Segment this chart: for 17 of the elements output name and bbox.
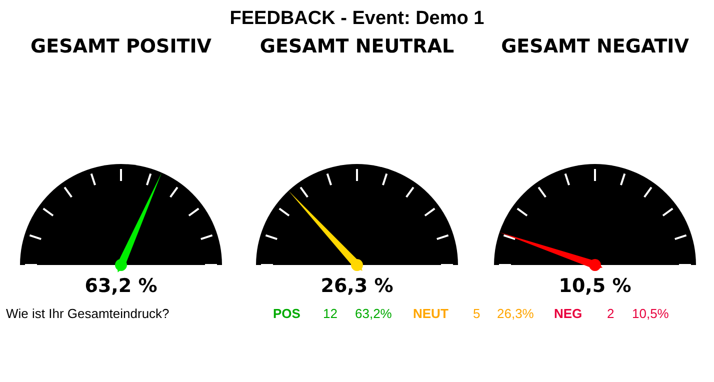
text: GESAMT NEGATIV xyxy=(501,36,690,58)
data-label: 63,2 % xyxy=(84,275,158,297)
text: 63,2% xyxy=(355,306,392,321)
text: 26,3% xyxy=(497,306,534,321)
text: GESAMT NEUTRAL xyxy=(260,36,454,58)
text: 5 xyxy=(473,306,480,321)
text: FEEDBACK - Event: Demo 1 xyxy=(228,8,486,30)
text: GESAMT POSITIV xyxy=(30,36,212,58)
data-label: 10,5 % xyxy=(558,275,632,297)
category-label: POS xyxy=(273,306,300,321)
text: 12 xyxy=(323,306,338,321)
category-label: NEUT xyxy=(413,306,448,321)
category-label: NEG xyxy=(554,306,582,321)
text: Wie ist Ihr Gesamteindruck? xyxy=(6,306,170,321)
text: 10,5% xyxy=(632,306,669,321)
data-label: 26,3 % xyxy=(320,275,394,297)
text: 2 xyxy=(607,306,614,321)
